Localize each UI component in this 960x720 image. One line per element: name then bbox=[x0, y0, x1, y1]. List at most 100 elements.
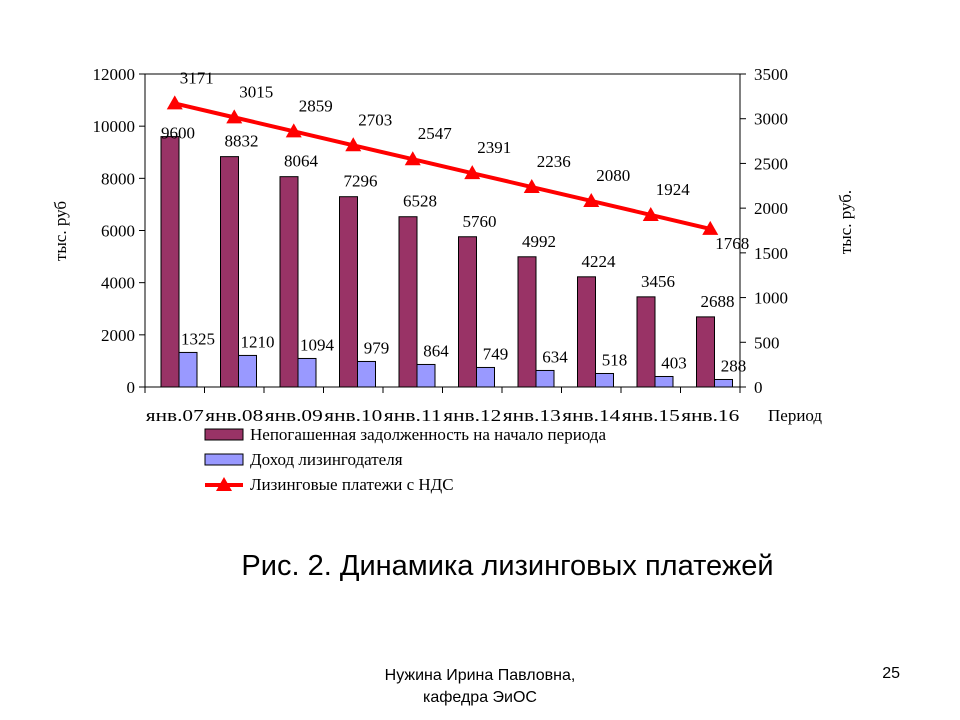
x-tick-label: янв.09 bbox=[265, 406, 323, 425]
payments-label: 2391 bbox=[477, 138, 511, 157]
debt-bar bbox=[577, 276, 596, 388]
y-left-tick-label: 6000 bbox=[101, 222, 135, 241]
y-right-tick-label: 1000 bbox=[754, 289, 788, 308]
debt-bar bbox=[517, 256, 537, 388]
x-tick-label: янв.14 bbox=[562, 406, 621, 425]
debt-bar-label: 6528 bbox=[403, 192, 437, 211]
income-bar-label: 864 bbox=[423, 341, 449, 360]
payments-label: 3171 bbox=[180, 68, 214, 87]
chart-legend: Непогашенная задолженность на начало пер… bbox=[204, 425, 606, 494]
y-right-tick-label: 1500 bbox=[754, 244, 788, 263]
debt-bar-label: 9600 bbox=[161, 124, 195, 143]
y-right-tick-label: 2500 bbox=[754, 154, 788, 173]
income-bar bbox=[476, 366, 495, 388]
y-right-tick-label: 3500 bbox=[754, 65, 788, 84]
income-bar-label: 403 bbox=[661, 353, 687, 372]
legend-label-debt: Непогашенная задолженность на начало пер… bbox=[250, 425, 606, 444]
x-tick-label: янв.08 bbox=[205, 406, 263, 425]
y-right-tick-label: 2000 bbox=[754, 199, 788, 218]
payments-marker bbox=[702, 220, 719, 235]
payments-marker bbox=[166, 95, 183, 110]
y-left-axis-title: тыс. руб bbox=[51, 201, 70, 261]
payments-marker bbox=[523, 179, 540, 194]
income-bar bbox=[178, 351, 198, 388]
payments-label: 2547 bbox=[418, 124, 453, 143]
income-bar-label: 1210 bbox=[241, 332, 275, 351]
debt-bar-label: 3456 bbox=[641, 272, 675, 291]
income-bar bbox=[714, 378, 733, 388]
income-bar-label: 518 bbox=[602, 350, 628, 369]
chart-axes: 0 2000 4000 6000 8000 10000 12000 0 500 1000 1500 2… bbox=[51, 65, 855, 425]
payments-label: 2236 bbox=[537, 152, 571, 171]
x-tick-label: янв.07 bbox=[146, 406, 205, 425]
author-department: кафедра ЭиОС bbox=[423, 689, 537, 706]
payments-marker bbox=[285, 123, 302, 138]
y-right-tick-label: 500 bbox=[754, 333, 780, 352]
y-right-tick-label: 0 bbox=[754, 378, 763, 397]
income-bar-label: 634 bbox=[542, 347, 568, 366]
debt-bar-label: 2688 bbox=[701, 292, 735, 311]
y-right-tick-label: 3000 bbox=[754, 110, 788, 129]
x-tick-label: янв.11 bbox=[384, 406, 442, 425]
x-tick-label: янв.10 bbox=[324, 406, 382, 425]
payments-label: 1924 bbox=[656, 180, 691, 199]
payments-line bbox=[174, 101, 711, 231]
y-left-tick-label: 0 bbox=[127, 378, 136, 397]
y-right-axis-title: тыс. руб. bbox=[836, 190, 855, 254]
debt-bar-label: 7296 bbox=[344, 172, 378, 191]
author-name: Нужина Ирина Павловна, bbox=[384, 667, 576, 684]
y-left-tick-label: 10000 bbox=[93, 117, 136, 136]
legend-marker-payments bbox=[216, 477, 232, 491]
chart-bars bbox=[160, 136, 733, 388]
income-bar-label: 979 bbox=[364, 338, 390, 357]
figure-caption-text: Рис. 2. Динамика лизинговых платежей bbox=[241, 550, 774, 582]
y-left-tick-label: 12000 bbox=[93, 65, 136, 84]
income-bar bbox=[535, 369, 555, 388]
payments-marker bbox=[226, 109, 243, 124]
debt-bar bbox=[458, 236, 477, 388]
debt-bar-label: 5760 bbox=[463, 212, 497, 231]
x-tick-label: янв.16 bbox=[681, 406, 739, 425]
legend-swatch-debt bbox=[204, 428, 244, 441]
debt-bar bbox=[636, 296, 656, 388]
income-bar bbox=[238, 354, 257, 388]
payments-label: 2703 bbox=[358, 110, 392, 129]
x-tick-label: янв.13 bbox=[503, 406, 561, 425]
income-bar bbox=[416, 363, 436, 388]
x-tick-label: янв.15 bbox=[622, 406, 680, 425]
footer-author: Нужина Ирина Павловна, кафедра ЭиОС bbox=[330, 665, 630, 709]
debt-bar bbox=[398, 216, 418, 388]
income-bar-label: 1325 bbox=[181, 329, 215, 348]
income-bar bbox=[357, 360, 376, 388]
payments-line-series bbox=[166, 95, 719, 235]
chart-data-labels: 9600 8832 8064 7296 6528 5760 4992 4224 3456 2688… bbox=[161, 68, 749, 375]
debt-bar bbox=[279, 176, 299, 388]
income-bar bbox=[654, 375, 674, 388]
debt-bar bbox=[160, 136, 180, 388]
legend-swatch-income bbox=[204, 453, 244, 466]
debt-bar-label: 4224 bbox=[582, 252, 617, 271]
payments-marker bbox=[464, 165, 481, 180]
y-left-tick-label: 2000 bbox=[101, 326, 135, 345]
debt-bar-label: 8064 bbox=[284, 152, 319, 171]
x-tick-label: янв.12 bbox=[443, 406, 501, 425]
income-bar bbox=[297, 357, 317, 388]
debt-bar bbox=[339, 196, 358, 388]
debt-bar bbox=[696, 316, 715, 388]
debt-bar-label: 4992 bbox=[522, 232, 556, 251]
legend-label-payments: Лизинговые платежи с НДС bbox=[250, 475, 454, 494]
page-number: 25 bbox=[882, 665, 900, 682]
debt-bar-label: 8832 bbox=[225, 132, 259, 151]
payments-label: 2859 bbox=[299, 96, 333, 115]
debt-bar bbox=[220, 156, 239, 388]
figure-caption: Рис. 2. Динамика лизинговых платежей bbox=[0, 550, 960, 583]
payments-label: 1768 bbox=[715, 234, 749, 253]
payments-label: 2080 bbox=[596, 166, 630, 185]
x-axis-title: Период bbox=[768, 406, 822, 425]
payments-marker bbox=[404, 151, 421, 166]
legend-label-income: Доход лизингодателя bbox=[250, 450, 403, 469]
income-bar bbox=[595, 372, 614, 388]
payments-marker bbox=[583, 192, 600, 207]
income-bar-label: 288 bbox=[721, 356, 747, 375]
payments-marker bbox=[642, 206, 659, 221]
